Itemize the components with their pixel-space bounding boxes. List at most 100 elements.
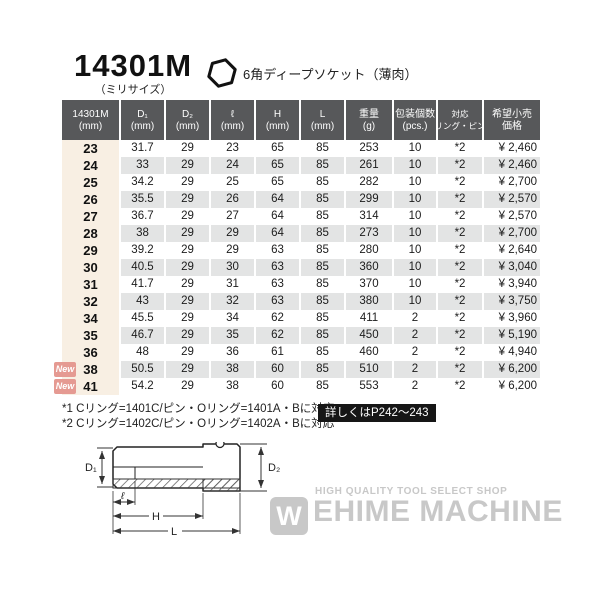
data-cell: 29 (166, 208, 211, 225)
data-cell: 85 (301, 276, 346, 293)
size-cell: 27 (62, 208, 121, 225)
data-cell: ¥ 6,200 (484, 361, 540, 378)
socket-dimension-diagram: D₁ D₂ ℓ H L (85, 442, 280, 538)
footnotes: *1 Cリング=1401C/ピン・Oリング=1401A・Bに対応 *2 Cリング… (62, 402, 334, 432)
table-row: 30 40.5 29 30 63 85 360 10 *2 ¥ 3,040 (62, 259, 540, 276)
data-cell: 60 (256, 378, 301, 395)
size-cell: 31 (62, 276, 121, 293)
data-cell: ¥ 2,460 (484, 157, 540, 174)
data-cell: 23 (211, 140, 256, 157)
column-header: H (mm) (256, 100, 301, 140)
data-cell: 35.5 (121, 191, 166, 208)
data-cell: 32 (211, 293, 256, 310)
data-cell: 60 (256, 361, 301, 378)
data-cell: *2 (438, 174, 484, 191)
data-cell: ¥ 4,940 (484, 344, 540, 361)
data-cell: 29 (166, 378, 211, 395)
data-cell: 36 (211, 344, 256, 361)
data-cell: 38 (121, 225, 166, 242)
data-cell: ¥ 5,190 (484, 327, 540, 344)
data-cell: 65 (256, 140, 301, 157)
new-badge: New (54, 379, 76, 394)
data-cell: 85 (301, 157, 346, 174)
data-cell: 30 (211, 259, 256, 276)
data-cell: 85 (301, 259, 346, 276)
data-cell: ¥ 2,700 (484, 174, 540, 191)
data-cell: 85 (301, 378, 346, 395)
size-cell: 41 (62, 378, 121, 395)
detail-page-badge: 詳しくはP242～243 (318, 404, 436, 422)
data-cell: 38 (211, 361, 256, 378)
data-cell: *2 (438, 140, 484, 157)
data-cell: 46.7 (121, 327, 166, 344)
data-cell: 63 (256, 293, 301, 310)
data-cell: 411 (346, 310, 394, 327)
size-cell: 38 (62, 361, 121, 378)
table-row: 34 45.5 29 34 62 85 411 2 *2 ¥ 3,960 (62, 310, 540, 327)
data-cell: 10 (394, 191, 438, 208)
data-cell: 29 (166, 293, 211, 310)
size-cell: 26 (62, 191, 121, 208)
data-cell: 63 (256, 276, 301, 293)
size-cell: 35 (62, 327, 121, 344)
data-cell: *2 (438, 191, 484, 208)
data-cell: 2 (394, 361, 438, 378)
data-cell: 65 (256, 157, 301, 174)
data-cell: 34.2 (121, 174, 166, 191)
data-cell: 2 (394, 344, 438, 361)
spec-table: 14301M (mm) D₁ (mm) D₂ (mm) ℓ (mm) H (mm) L (mm) 重量(… (54, 100, 540, 395)
data-cell: 48 (121, 344, 166, 361)
footnote-1: *1 Cリング=1401C/ピン・Oリング=1401A・Bに対応 (62, 403, 335, 415)
data-cell: 2 (394, 310, 438, 327)
data-cell: 85 (301, 310, 346, 327)
data-cell: 24 (211, 157, 256, 174)
column-header: 対応 リング・ピン (435, 100, 486, 140)
data-cell: 64 (256, 225, 301, 242)
hexagon-icon (207, 58, 237, 88)
data-cell: 85 (301, 344, 346, 361)
data-cell: 85 (301, 174, 346, 191)
table-row: 31 41.7 29 31 63 85 370 10 *2 ¥ 3,940 (62, 276, 540, 293)
data-cell: 35 (211, 327, 256, 344)
data-cell: 33 (121, 157, 166, 174)
shop-tagline: HIGH QUALITY TOOL SELECT SHOP (315, 486, 508, 497)
data-cell: 27 (211, 208, 256, 225)
size-cell: 23 (62, 140, 121, 157)
data-cell: 553 (346, 378, 394, 395)
data-cell: ¥ 3,040 (484, 259, 540, 276)
data-cell: 29 (166, 242, 211, 259)
data-cell: *2 (438, 208, 484, 225)
dim-label-l-bore: ℓ (120, 491, 125, 502)
data-cell: 29 (166, 361, 211, 378)
data-cell: 29 (166, 259, 211, 276)
data-cell: 510 (346, 361, 394, 378)
data-cell: ¥ 6,200 (484, 378, 540, 395)
shop-logo-icon: W (270, 497, 308, 535)
data-cell: 25 (211, 174, 256, 191)
data-cell: *2 (438, 242, 484, 259)
data-cell: 299 (346, 191, 394, 208)
table-row: 36 48 29 36 61 85 460 2 *2 ¥ 4,940 (62, 344, 540, 361)
model-number: 14301M (74, 48, 193, 83)
data-cell: ¥ 2,460 (484, 140, 540, 157)
table-row: 23 31.7 29 23 65 85 253 10 *2 ¥ 2,460 (62, 140, 540, 157)
data-cell: 370 (346, 276, 394, 293)
data-cell: 29 (166, 344, 211, 361)
data-cell: 85 (301, 225, 346, 242)
data-cell: 29 (166, 276, 211, 293)
table-row: 24 33 29 24 65 85 261 10 *2 ¥ 2,460 (62, 157, 540, 174)
data-cell: 10 (394, 208, 438, 225)
data-cell: 36.7 (121, 208, 166, 225)
data-cell: 460 (346, 344, 394, 361)
data-cell: *2 (438, 225, 484, 242)
column-header: 希望小売 価格 (484, 100, 540, 140)
title-block: 14301M （ミリサイズ） (74, 50, 192, 97)
data-cell: 29 (166, 191, 211, 208)
size-cell: 24 (62, 157, 121, 174)
size-cell: 29 (62, 242, 121, 259)
data-cell: 2 (394, 327, 438, 344)
data-cell: ¥ 2,570 (484, 208, 540, 225)
data-cell: 29 (166, 310, 211, 327)
data-cell: 26 (211, 191, 256, 208)
data-cell: 50.5 (121, 361, 166, 378)
